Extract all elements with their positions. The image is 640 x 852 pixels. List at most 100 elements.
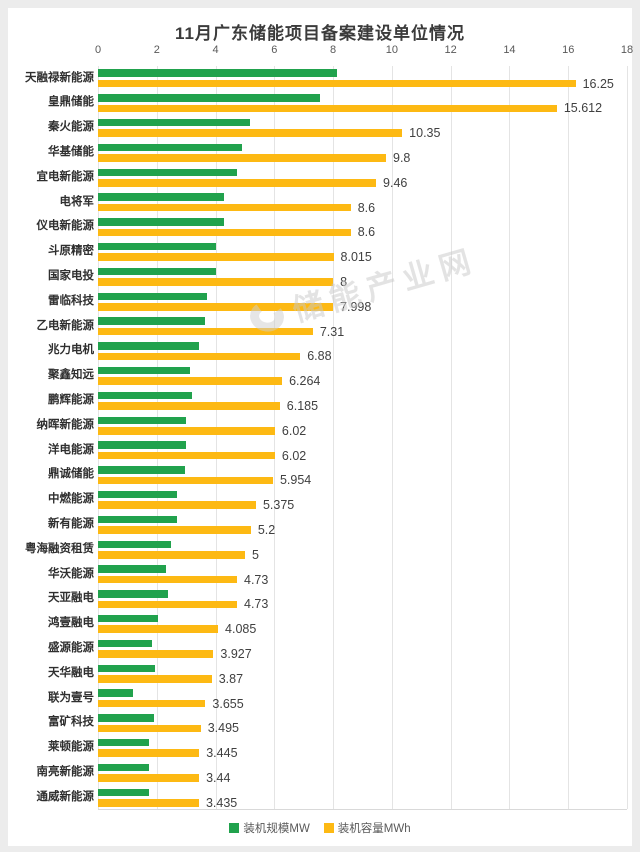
mw-bar-line	[98, 416, 627, 425]
category-label: 电将军	[59, 195, 95, 208]
mwh-bar	[98, 526, 251, 534]
mwh-bar	[98, 253, 334, 261]
mwh-value-label: 4.73	[244, 597, 269, 612]
mwh-bar	[98, 129, 403, 137]
bar-group: 国家电投 8	[8, 264, 632, 289]
mwh-value-label: 6.185	[286, 398, 319, 413]
mwh-bar-line: 6.88	[98, 349, 627, 364]
mwh-bar-line: 3.435	[98, 796, 627, 809]
mwh-bar	[98, 278, 334, 286]
bar-group: 莱顿能源 3.445	[8, 736, 632, 761]
bar-group: 华沃能源 4.73	[8, 562, 632, 587]
mwh-bar	[98, 402, 280, 410]
bar-pair: 15.612	[98, 91, 627, 116]
mwh-value-label: 6.02	[281, 423, 307, 438]
mw-bar-line	[98, 689, 627, 697]
bar-group: 洋电能源 6.02	[8, 438, 632, 463]
mw-bar	[98, 416, 187, 425]
mwh-value-label: 9.46	[383, 175, 408, 190]
mwh-bar	[98, 476, 273, 485]
mwh-value-label: 4.085	[225, 621, 257, 636]
mw-bar	[98, 242, 216, 251]
mwh-value-label: 5	[251, 547, 259, 562]
mwh-bar	[98, 600, 237, 609]
bar-pair: 9.8	[98, 140, 627, 165]
plot-area: 天融禄新能源 16.25 皇鼎储能 15.612 秦火能源 10.35 华基储能 9.8 宜电新…	[8, 66, 632, 810]
mwh-bar	[98, 228, 351, 237]
mw-bar-line	[98, 218, 627, 226]
category-label: 通威新能源	[36, 790, 95, 803]
mwh-legend-swatch	[323, 823, 334, 833]
category-label: 华基储能	[48, 146, 94, 159]
gridline	[391, 66, 393, 809]
bar-pair: 5	[98, 537, 627, 562]
mwh-bar	[98, 551, 245, 559]
bar-group: 宜电新能源 9.46	[8, 165, 632, 190]
mwh-value-label: 6.88	[307, 349, 332, 364]
bar-pair: 6.02	[98, 438, 627, 463]
mwh-value-label: 8	[340, 274, 348, 289]
category-label: 粤海融资租赁	[25, 542, 94, 555]
mwh-value-label: 3.445	[206, 745, 238, 760]
category-label: 乙电新能源	[36, 319, 95, 332]
category-label: 天华融电	[48, 666, 94, 679]
category-label: 雷临科技	[48, 294, 94, 307]
mwh-value-label: 16.25	[582, 76, 614, 91]
mwh-value-label: 6.264	[289, 373, 321, 388]
bar-group: 秦火能源 10.35	[8, 116, 632, 141]
bar-pair: 5.2	[98, 512, 627, 537]
mwh-bar	[98, 352, 301, 361]
category-label: 洋电能源	[48, 443, 94, 456]
mwh-bar	[98, 451, 275, 460]
mw-bar-line	[98, 242, 627, 251]
mwh-bar-line: 6.02	[98, 449, 627, 461]
bar-pair: 4.085	[98, 612, 627, 637]
bar-group: 仪电新能源 8.6	[8, 215, 632, 240]
mw-bar-line	[98, 565, 627, 573]
x-axis-tick-label: 4	[212, 44, 219, 56]
bar-pair: 7.31	[98, 314, 627, 339]
mw-bar	[98, 94, 320, 102]
mw-bar-line	[98, 267, 627, 276]
gridline	[98, 66, 99, 809]
mwh-bar	[98, 154, 386, 162]
mwh-value-label: 8.015	[340, 249, 372, 264]
category-label: 天融禄新能源	[25, 71, 94, 84]
mw-bar-line	[98, 540, 627, 549]
bar-pair: 5.954	[98, 463, 627, 488]
x-axis-tick-label: 6	[271, 44, 278, 56]
mwh-bar	[98, 774, 200, 782]
bar-pair: 3.435	[98, 785, 627, 810]
legend-item-mw: 装机规模MW	[229, 820, 310, 836]
gridline	[568, 66, 570, 809]
bar-pair: 4.73	[98, 587, 627, 612]
mw-bar	[98, 515, 178, 524]
category-label: 鹏辉能源	[48, 394, 94, 406]
category-label: 国家电投	[48, 270, 94, 283]
bar-pair: 3.87	[98, 661, 627, 686]
mw-bar	[98, 143, 242, 152]
gridline	[274, 66, 276, 809]
mwh-bar	[98, 675, 212, 683]
bar-pair: 6.02	[98, 413, 627, 438]
mwh-bar-line: 5	[98, 547, 627, 562]
mwh-bar	[98, 501, 256, 509]
category-label: 富矿科技	[48, 716, 94, 729]
x-axis-tick-label: 16	[562, 44, 575, 56]
mwh-bar-line: 5.2	[98, 522, 627, 537]
mw-bar	[98, 317, 206, 325]
mwh-bar-line: 3.495	[98, 722, 627, 734]
mwh-value-label: 5.375	[262, 497, 295, 512]
category-label: 纳晖新能源	[36, 418, 95, 431]
mw-bar-line	[98, 763, 627, 772]
bar-pair: 10.35	[98, 116, 627, 141]
mw-bar	[98, 69, 337, 77]
mwh-bar-line: 15.612	[98, 101, 627, 116]
mw-bar	[98, 639, 153, 648]
gridline	[215, 66, 217, 809]
mwh-value-label: 10.35	[409, 125, 441, 140]
mwh-bar	[98, 625, 219, 633]
bar-group: 南亮新能源 3.44	[8, 760, 632, 785]
mwh-value-label: 15.612	[563, 101, 603, 116]
mwh-value-label: 5.2	[257, 522, 276, 537]
